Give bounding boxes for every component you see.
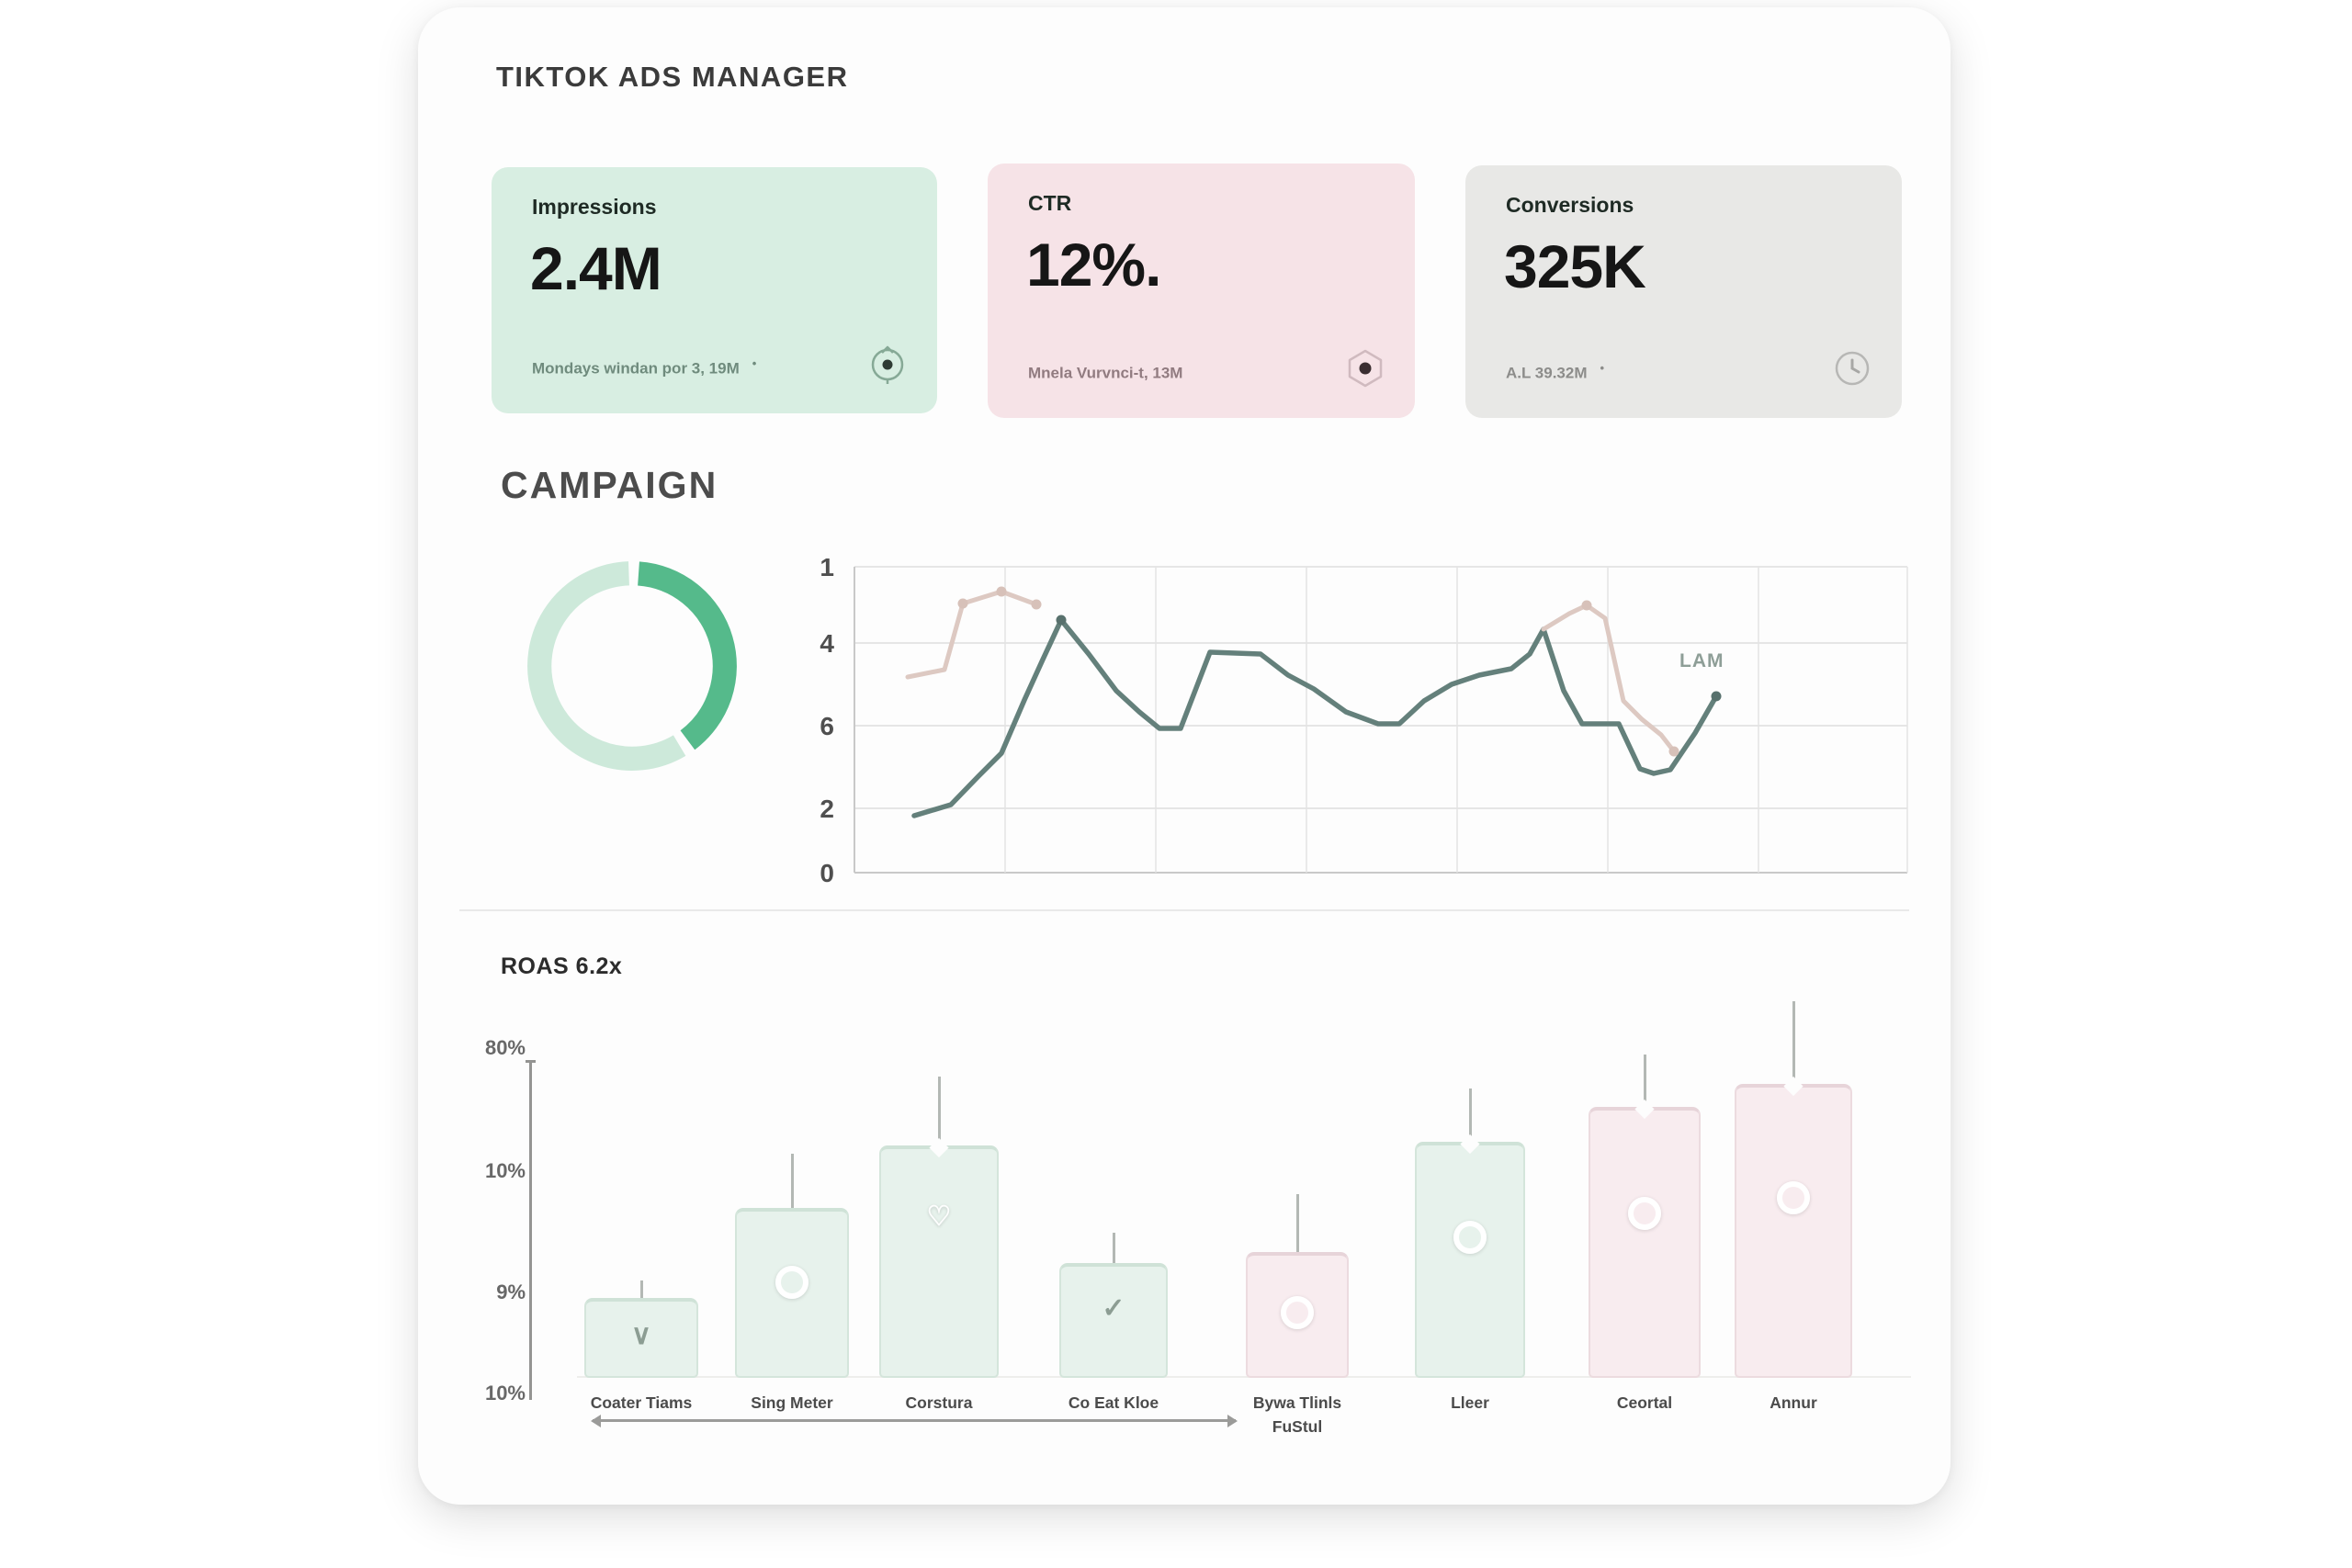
roas-y-tick: 9% xyxy=(496,1280,526,1303)
page-title: TIKTOK ADS MANAGER xyxy=(496,61,849,93)
pin-icon xyxy=(1777,1181,1810,1214)
heart-icon: ♡ xyxy=(926,1201,952,1232)
bar-category-label: Co Eat Kloe xyxy=(1068,1393,1159,1412)
bar-range-tick xyxy=(938,1077,941,1145)
bar-category-label: Ceortal xyxy=(1616,1393,1673,1412)
campaign-donut-chart xyxy=(527,561,737,771)
bar-range-tick xyxy=(791,1154,794,1208)
roas-heading: ROAS 6.2x xyxy=(501,953,623,979)
bar-category-label: Coater Tiams xyxy=(590,1393,693,1412)
pin-icon xyxy=(1453,1221,1487,1254)
roas-bar-2 xyxy=(735,1208,849,1378)
bar-category-label: Lleer xyxy=(1451,1393,1489,1412)
ctr-value: 12%. xyxy=(1026,231,1161,299)
ctr-card: CTR 12%. Mnela Vurvnci-t, 13M xyxy=(988,164,1415,418)
line-series-campaign-performance xyxy=(911,617,1719,818)
arrow-right-icon xyxy=(1227,1415,1238,1427)
bar-range-tick xyxy=(1296,1194,1299,1252)
line-y-tick: 4 xyxy=(820,629,834,658)
roas-bar-5 xyxy=(1246,1252,1349,1378)
impressions-label: Impressions xyxy=(532,195,657,219)
line-y-tick: 1 xyxy=(820,553,834,581)
check-icon: ✓ xyxy=(1102,1293,1125,1324)
bar-category-label: Annur xyxy=(1770,1393,1817,1412)
donut-slice-remaining-share xyxy=(527,561,686,771)
line-y-tick: 2 xyxy=(820,795,834,823)
pin-icon xyxy=(775,1266,808,1299)
clock-circle-icon[interactable] xyxy=(1830,346,1874,390)
hexagon-dot-icon[interactable] xyxy=(1343,346,1387,390)
bar-category-label: Corstura xyxy=(905,1393,973,1412)
footnote-dot: • xyxy=(1600,361,1605,376)
roas-bar-8 xyxy=(1735,1076,1852,1378)
roas-y-tick: 10% xyxy=(484,1382,526,1404)
roas-bar-6 xyxy=(1415,1134,1525,1378)
line-series-benchmark-right xyxy=(1541,603,1677,754)
line-series-benchmark-left xyxy=(905,589,1039,680)
conversions-value: 325K xyxy=(1504,232,1646,300)
roas-bar-1: ∨ xyxy=(584,1298,698,1378)
bar-range-tick xyxy=(640,1280,643,1298)
roas-baseline xyxy=(577,1376,1911,1378)
bar-range-tick xyxy=(1792,1001,1795,1084)
roas-y-axis xyxy=(526,1060,536,1400)
pin-circle-icon[interactable] xyxy=(865,342,910,386)
conversions-card: Conversions 325K A.L 39.32M • xyxy=(1465,165,1902,418)
arrow-left-icon xyxy=(591,1415,601,1427)
roas-y-tick: 10% xyxy=(484,1159,526,1182)
pin-icon xyxy=(1628,1197,1661,1230)
bar-range-tick xyxy=(1113,1233,1115,1263)
ctr-subtext: Mnela Vurvnci-t, 13M xyxy=(1028,365,1183,382)
footnote-dot: • xyxy=(752,356,757,371)
impressions-card: Impressions 2.4M Mondays windan por 3, 1… xyxy=(492,167,937,413)
bar-range-tick xyxy=(1644,1055,1646,1107)
impressions-subtext: Mondays windan por 3, 19M • xyxy=(532,356,757,378)
section-divider xyxy=(459,909,1909,911)
roas-y-tick: 80% xyxy=(484,1036,526,1059)
roas-bar-3: ♡ xyxy=(879,1137,999,1378)
line-y-tick: 0 xyxy=(820,859,834,887)
campaign-heading: CAMPAIGN xyxy=(501,464,718,506)
roas-bar-4: ✓ xyxy=(1059,1263,1168,1378)
line-y-tick: 6 xyxy=(820,712,834,740)
donut-slice-active-share xyxy=(637,561,737,750)
impressions-value: 2.4M xyxy=(530,234,662,302)
conversions-subtext: A.L 39.32M • xyxy=(1506,361,1605,382)
bar-category-label: Bywa Tlinls FuStul xyxy=(1252,1393,1342,1437)
line-legend-label: LAM xyxy=(1679,650,1724,671)
pin-icon xyxy=(1281,1296,1314,1329)
ctr-label: CTR xyxy=(1028,191,1072,215)
bar-category-label: Sing Meter xyxy=(751,1393,833,1412)
conversions-label: Conversions xyxy=(1506,193,1634,217)
chevron-down-icon: ∨ xyxy=(631,1320,651,1350)
campaign-line-chart: 1 4 6 2 0 LAM xyxy=(820,553,1908,887)
category-range-line xyxy=(591,1415,1238,1427)
bar-range-tick xyxy=(1469,1089,1472,1142)
roas-bar-7 xyxy=(1589,1099,1701,1378)
